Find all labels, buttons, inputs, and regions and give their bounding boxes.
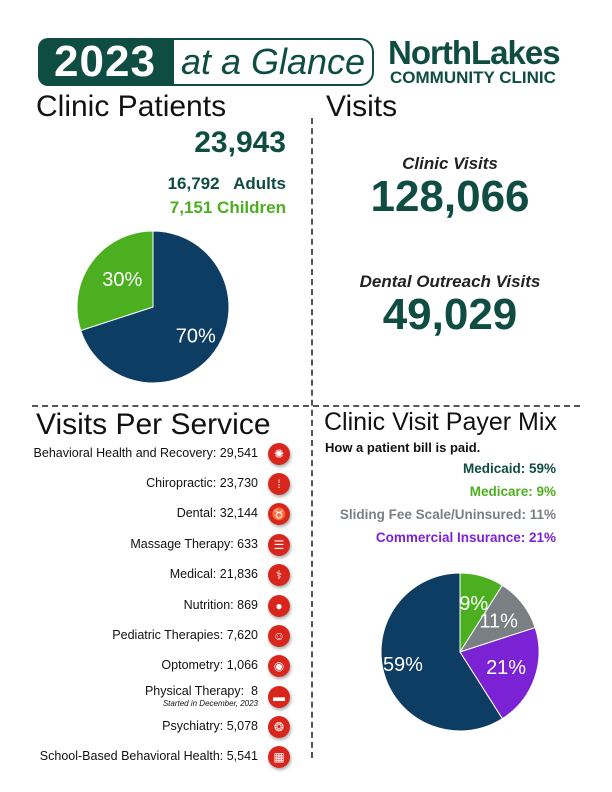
header-year: 2023 — [54, 37, 156, 86]
payer-title: Clinic Visit Payer Mix — [324, 408, 557, 436]
clinic-visits-value: 128,066 — [370, 172, 530, 221]
service-label: Pediatric Therapies: 7,620 — [112, 628, 258, 642]
service-label: Optometry: 1,066 — [161, 658, 258, 672]
payer-pie-chart: 9%11% 21% 59% — [380, 572, 540, 732]
service-label: Massage Therapy: 633 — [130, 537, 258, 551]
school-icon: ▦ — [268, 746, 290, 768]
pie-slice-label: 11% — [479, 610, 518, 632]
pie-slice-label: 30% — [102, 269, 142, 291]
head-icon: ❂ — [268, 716, 290, 738]
payer-legend-item: Sliding Fee Scale/Uninsured: 11% — [339, 507, 556, 522]
patients-children: 7,151 Children — [169, 198, 286, 217]
header-year-box — [38, 38, 172, 86]
pie-slice — [459, 626, 540, 720]
pie-slice-label: 70% — [176, 326, 216, 348]
service-label: Behavioral Health and Recovery: 29,541 — [33, 446, 258, 460]
horizontal-divider — [32, 405, 580, 407]
brain-icon: ✺ — [268, 443, 290, 465]
service-label: Medical: 21,836 — [169, 567, 258, 581]
payer-legend-item: Medicare: 9% — [469, 484, 556, 499]
header-tagline: at a Glance — [180, 41, 366, 82]
logo-wordmark: NorthLakes — [388, 34, 561, 71]
patients-pie-chart: 70% 30% — [76, 230, 230, 384]
patients-title: Clinic Patients — [36, 90, 227, 123]
therapy-bed-icon: ▬ — [268, 686, 290, 708]
service-label: School-Based Behavioral Health: 5,541 — [39, 749, 258, 763]
spine-icon: ⁞ — [268, 473, 290, 495]
payer-legend-item: Commercial Insurance: 21% — [375, 530, 556, 545]
apple-icon: ● — [268, 595, 290, 617]
pie-slice-label: 59% — [383, 654, 423, 676]
logo-subtitle: COMMUNITY CLINIC — [390, 68, 556, 87]
patients-total: 23,943 — [194, 126, 286, 159]
header-tagline-box — [172, 38, 374, 86]
visits-title: Visits — [326, 90, 398, 123]
pie-slice-label: 21% — [486, 657, 526, 679]
service-note: Started in December, 2023 — [162, 699, 258, 708]
payer-subtitle: How a patient bill is paid. — [325, 440, 481, 455]
patients-adults: 16,792 Adults — [167, 174, 286, 193]
pie-slice-label: 9% — [459, 593, 488, 615]
tooth-icon: ♉ — [268, 503, 290, 525]
service-label: Dental: 32,144 — [176, 506, 258, 520]
pie-slice — [76, 230, 154, 332]
services-title: Visits Per Service — [36, 408, 271, 441]
dental-visits-value: 49,029 — [382, 290, 518, 339]
child-icon: ☺ — [268, 625, 290, 647]
pie-slice — [80, 230, 230, 384]
eye-icon: ◉ — [268, 655, 290, 677]
service-label: Psychiatry: 5,078 — [162, 719, 258, 733]
dental-visits-label: Dental Outreach Visits — [359, 272, 541, 291]
payer-legend-item: Medicaid: 59% — [462, 461, 556, 476]
clinic-visits-label: Clinic Visits — [402, 154, 498, 173]
stethoscope-icon: ⚕ — [268, 564, 290, 586]
service-label: Physical Therapy: 8 — [144, 684, 258, 698]
service-label: Nutrition: 869 — [183, 598, 258, 612]
vertical-divider — [311, 118, 313, 758]
pie-slice — [380, 572, 504, 732]
massage-icon: ☰ — [268, 534, 290, 556]
service-label: Chiropractic: 23,730 — [146, 476, 258, 490]
